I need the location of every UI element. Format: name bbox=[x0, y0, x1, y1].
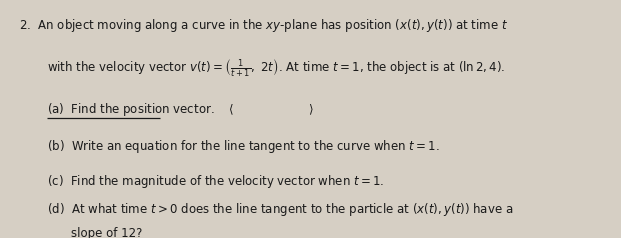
Text: (c)  Find the magnitude of the velocity vector when $t = 1$.: (c) Find the magnitude of the velocity v… bbox=[47, 173, 384, 189]
Text: (a)  Find the position vector.    $\langle$                    $\rangle$: (a) Find the position vector. $\langle$ … bbox=[47, 101, 313, 118]
Text: (d)  At what time $t > 0$ does the line tangent to the particle at $(x(t), y(t)): (d) At what time $t > 0$ does the line t… bbox=[47, 201, 513, 218]
Text: with the velocity vector $v(t) = \left(\frac{1}{t+1},\ 2t\right)$. At time $t=1$: with the velocity vector $v(t) = \left(\… bbox=[47, 57, 505, 78]
Text: slope of 12?: slope of 12? bbox=[71, 227, 143, 238]
Text: (b)  Write an equation for the line tangent to the curve when $t = 1$.: (b) Write an equation for the line tange… bbox=[47, 138, 439, 155]
Text: 2.  An object moving along a curve in the $xy$-plane has position $(x(t), y(t))$: 2. An object moving along a curve in the… bbox=[19, 17, 508, 34]
